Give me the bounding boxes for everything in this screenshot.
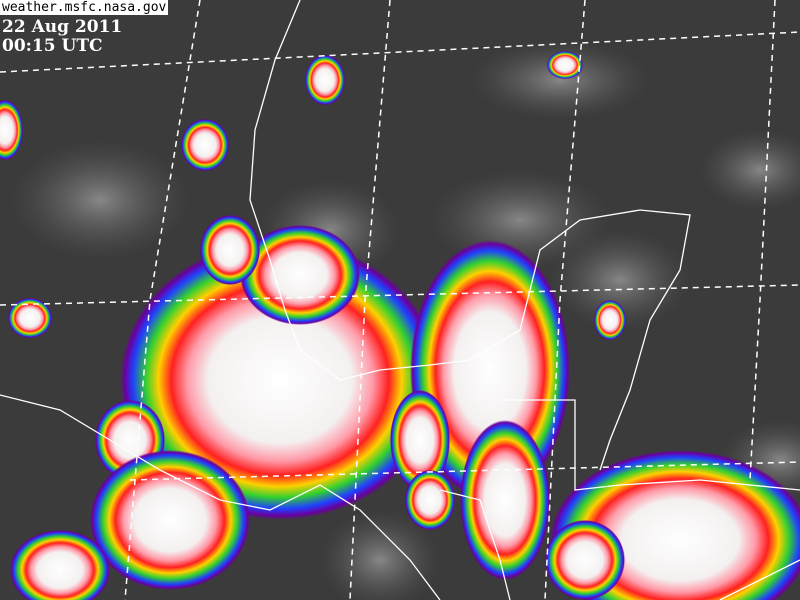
source-label: weather.msfc.nasa.gov (0, 0, 169, 15)
time-label: 00:15 UTC (2, 36, 103, 56)
convective-clouds (0, 51, 800, 600)
date-label: 22 Aug 2011 (2, 17, 123, 37)
